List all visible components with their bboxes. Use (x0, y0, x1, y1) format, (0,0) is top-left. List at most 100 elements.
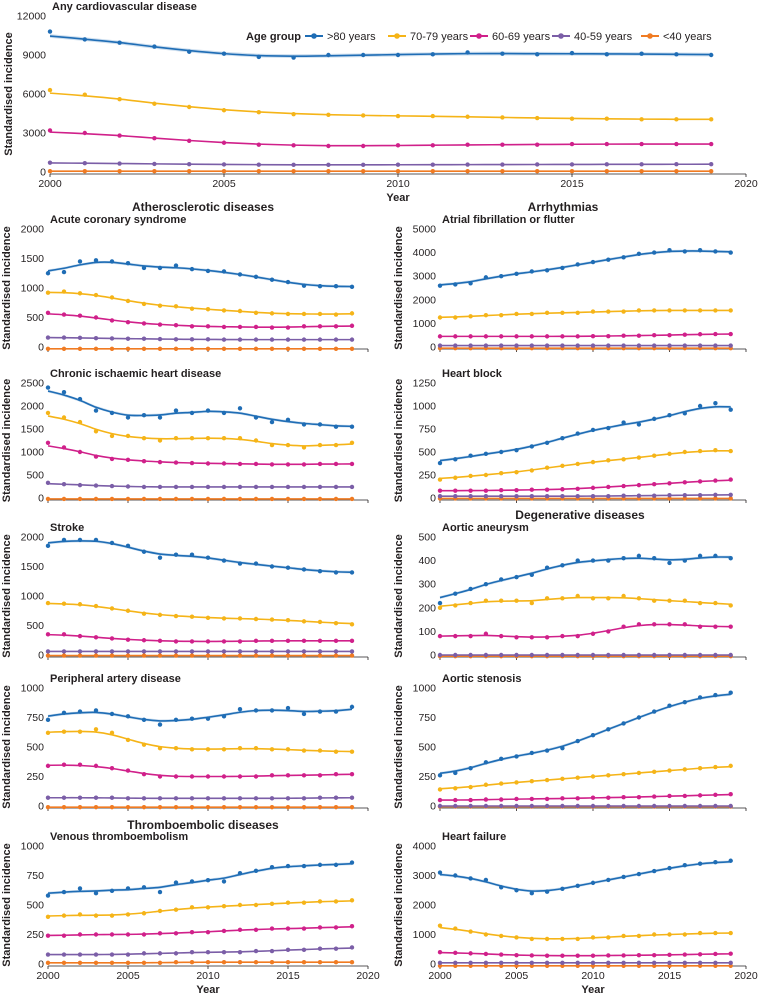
data-point (326, 143, 331, 149)
data-point (253, 796, 259, 801)
data-point (430, 162, 435, 167)
data-point (437, 600, 443, 606)
data-point (173, 951, 179, 956)
data-point (189, 306, 195, 311)
y-tick-label: 500 (26, 470, 44, 482)
data-point (674, 141, 679, 147)
series-3 (437, 960, 733, 966)
data-point (468, 797, 473, 803)
fitted-line (48, 796, 353, 800)
data-point (575, 493, 580, 499)
data-point (349, 924, 355, 929)
data-point (575, 558, 580, 563)
data-point (465, 114, 470, 119)
data-point (45, 543, 51, 549)
y-tick-label: 0 (430, 959, 436, 971)
data-point (93, 649, 99, 654)
chart-panel-hf: 0 1000 2000 3000 4000 2000 2005 2010 2015 2020 Hea… (393, 831, 758, 996)
data-point (45, 632, 51, 637)
data-point (125, 298, 131, 304)
fitted-line (439, 765, 731, 790)
data-point (483, 451, 489, 457)
series-3 (437, 803, 733, 809)
data-point (349, 496, 355, 502)
data-point (636, 933, 642, 939)
data-point (728, 858, 733, 863)
data-point (667, 248, 672, 253)
y-tick-label: 4000 (413, 247, 437, 259)
data-point (285, 653, 291, 658)
data-point (77, 653, 83, 658)
legend-swatch-dot (394, 33, 400, 39)
data-point (590, 803, 596, 809)
data-point (529, 343, 534, 348)
data-point (173, 653, 179, 658)
data-point (109, 766, 115, 771)
data-point (430, 169, 435, 174)
data-point (560, 310, 565, 315)
data-point (333, 620, 339, 626)
data-point (453, 493, 458, 499)
data-point (333, 484, 339, 490)
data-point (173, 322, 179, 328)
data-point (285, 947, 291, 953)
y-tick-label: 0 (40, 167, 46, 179)
data-point (61, 496, 67, 502)
data-point (189, 266, 195, 272)
data-point (221, 616, 227, 621)
section-title-thromboembolic: Thromboembolic diseases (127, 818, 279, 832)
y-tick-label: 1500 (21, 424, 45, 436)
legend-label: 40-59 years (574, 31, 633, 43)
data-point (317, 496, 323, 502)
data-point (636, 652, 642, 658)
data-point (269, 484, 275, 490)
data-point (636, 596, 642, 601)
series-2 (47, 128, 714, 149)
data-point (728, 792, 733, 797)
data-point (237, 796, 243, 801)
data-point (697, 861, 703, 866)
data-point (514, 803, 519, 809)
data-point (514, 487, 519, 493)
series-4 (45, 653, 355, 658)
data-point (483, 797, 489, 802)
data-point (237, 496, 243, 502)
data-point (45, 600, 51, 606)
data-point (173, 804, 179, 810)
series-4 (45, 960, 355, 966)
data-point (141, 459, 147, 464)
data-point (529, 750, 534, 756)
data-point (590, 795, 596, 800)
data-point (333, 570, 339, 575)
data-point (253, 960, 259, 965)
data-point (285, 773, 291, 778)
data-point (317, 442, 323, 448)
data-point (253, 653, 259, 658)
data-point (221, 804, 227, 810)
series-4 (45, 804, 355, 810)
data-point (301, 653, 307, 658)
data-point (285, 863, 291, 869)
series-0 (45, 258, 355, 290)
data-point (77, 729, 83, 734)
fitted-line (49, 92, 712, 121)
data-point (173, 613, 179, 619)
data-point (468, 586, 473, 592)
confidence-band (440, 405, 731, 462)
data-point (437, 605, 443, 610)
data-point (117, 133, 122, 138)
data-point (529, 269, 534, 274)
data-point (326, 169, 331, 174)
data-point (728, 556, 733, 561)
legend-item: 60-69 years (470, 31, 551, 43)
data-point (189, 552, 195, 557)
data-point (61, 289, 67, 294)
data-point (301, 422, 307, 427)
x-tick-label: 2000 (36, 970, 60, 982)
data-point (285, 900, 291, 905)
data-point (285, 565, 291, 570)
y-tick-label: 1000 (21, 841, 45, 853)
data-point (529, 635, 534, 640)
data-point (173, 774, 179, 779)
data-point (361, 169, 366, 174)
